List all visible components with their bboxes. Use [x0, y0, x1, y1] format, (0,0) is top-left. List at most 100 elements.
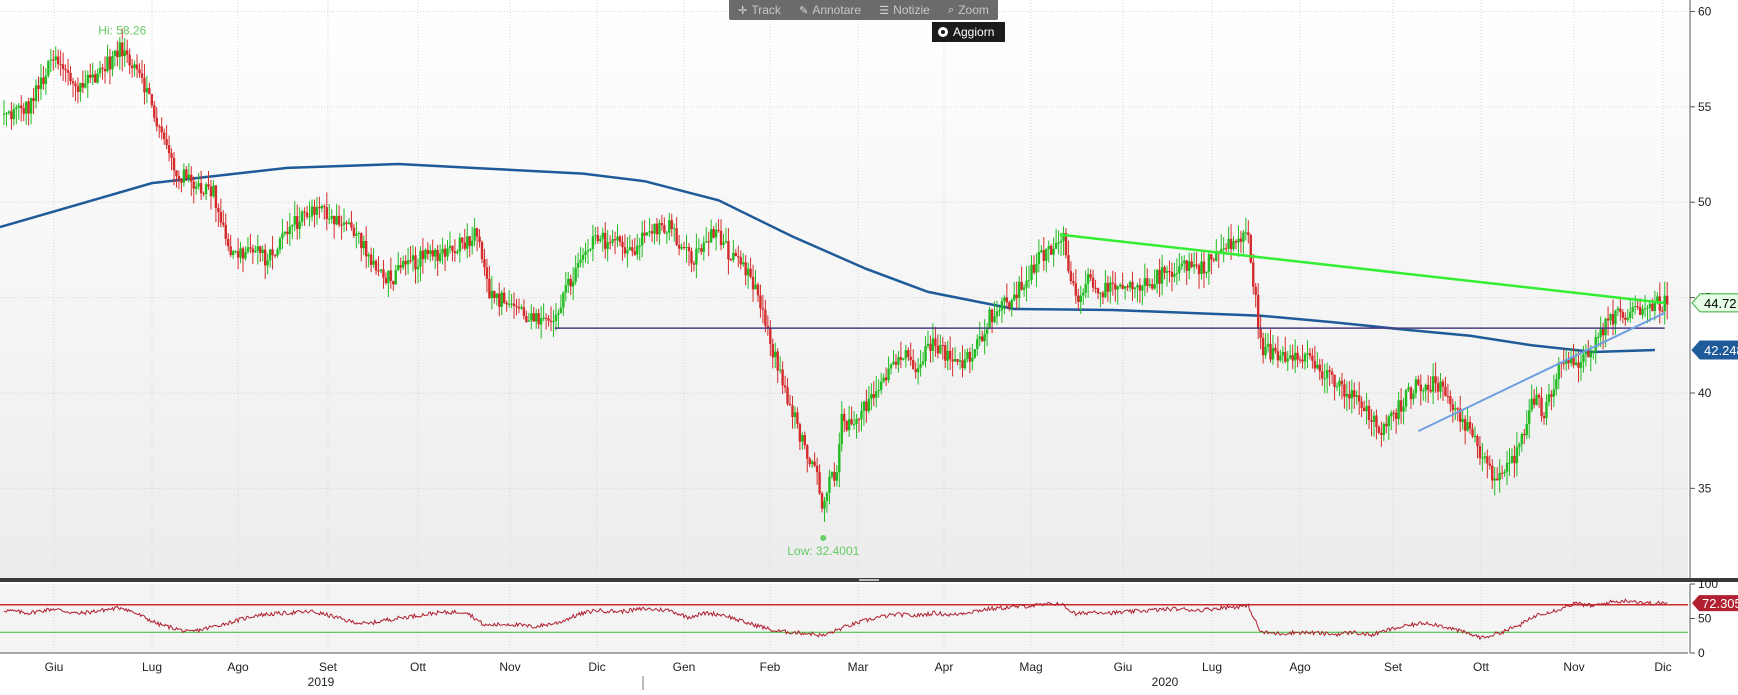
candle	[1059, 232, 1063, 257]
candle-body	[680, 247, 683, 249]
candle	[542, 303, 545, 322]
candle	[771, 338, 774, 369]
candle-body	[76, 86, 80, 93]
candle	[724, 227, 728, 244]
candle	[988, 306, 991, 330]
candle	[1353, 382, 1356, 409]
candle-body	[690, 251, 693, 264]
rsi-panel-bg	[0, 584, 1688, 653]
track-button[interactable]: ✛ Track	[734, 3, 785, 17]
candle	[167, 135, 171, 162]
annotate-button[interactable]: ✎ Annotare	[795, 3, 865, 17]
candle-body	[1281, 351, 1285, 356]
refresh-button[interactable]: Aggiorn	[932, 22, 1005, 42]
candle	[76, 77, 80, 104]
candle-body	[1582, 354, 1585, 363]
candle-body	[1254, 286, 1257, 295]
candle-body	[1624, 317, 1627, 320]
high-annotation: Hi: 58.26	[98, 24, 146, 38]
candle	[177, 170, 181, 190]
candle	[2, 100, 6, 125]
candle	[335, 204, 338, 226]
candle-body	[150, 94, 154, 106]
candle	[840, 401, 843, 452]
candle-body	[1330, 371, 1334, 375]
candle-body	[231, 251, 235, 256]
candle-body	[434, 249, 437, 257]
candle-body	[276, 249, 279, 256]
candle-body	[98, 67, 102, 74]
candle-body	[27, 101, 30, 114]
candle	[1466, 408, 1469, 432]
candle-body	[985, 329, 989, 334]
candle	[347, 218, 351, 225]
candle	[434, 247, 437, 269]
candle-body	[1311, 355, 1314, 361]
candle	[1212, 257, 1216, 263]
candle-body	[1417, 379, 1420, 385]
candle-body	[17, 105, 20, 108]
candle	[468, 236, 471, 257]
candle	[1557, 357, 1560, 390]
candle-body	[764, 309, 767, 326]
candle	[810, 459, 814, 468]
candle	[296, 204, 299, 240]
candle	[978, 321, 981, 347]
candle	[687, 242, 691, 267]
candle-body	[931, 338, 935, 351]
candle-body	[419, 250, 422, 267]
candle	[1042, 237, 1046, 271]
candle	[1082, 288, 1085, 305]
candle-body	[1050, 245, 1053, 255]
candle	[1079, 285, 1082, 314]
candle-body	[875, 391, 878, 398]
candle-body	[865, 401, 868, 412]
candle	[1138, 278, 1142, 304]
zoom-button[interactable]: ⌕ Zoom	[944, 3, 993, 17]
candle-body	[397, 265, 400, 271]
candle	[1417, 375, 1420, 387]
candle-body	[227, 238, 230, 247]
candle	[202, 191, 205, 197]
candle	[357, 231, 361, 244]
candle-body	[234, 251, 237, 253]
candle	[1254, 283, 1257, 308]
candle	[1399, 388, 1403, 424]
candle	[606, 229, 609, 262]
candle-body	[1227, 238, 1230, 249]
candle	[1365, 392, 1368, 425]
candle-body	[1195, 264, 1198, 266]
support-trend-line	[1417, 311, 1666, 433]
candle	[1382, 422, 1386, 441]
candle-body	[828, 476, 831, 493]
candle	[1054, 228, 1058, 250]
candle-body	[1027, 279, 1031, 281]
candle-body	[645, 232, 649, 236]
candle-body	[360, 233, 363, 249]
candle	[717, 219, 720, 233]
news-button[interactable]: ☰ Notizie	[875, 3, 934, 17]
candle	[1350, 379, 1354, 414]
candle-body	[520, 307, 523, 309]
candle-body	[64, 69, 67, 71]
candle-body	[953, 359, 957, 362]
candle-body	[912, 359, 915, 370]
candle	[37, 76, 40, 102]
candle	[579, 246, 582, 268]
candle	[1064, 228, 1068, 259]
candle-body	[399, 265, 402, 268]
candle	[281, 218, 284, 250]
candle-body	[389, 270, 393, 281]
candle	[1468, 416, 1472, 435]
candle	[525, 310, 528, 323]
candle	[1626, 308, 1629, 323]
candle	[569, 274, 572, 296]
candle-body	[121, 42, 124, 57]
candle-body	[69, 72, 72, 82]
candle	[271, 236, 274, 270]
candle	[1276, 336, 1280, 368]
candle-body	[185, 169, 188, 179]
candle-body	[589, 248, 592, 251]
candle	[828, 469, 831, 505]
